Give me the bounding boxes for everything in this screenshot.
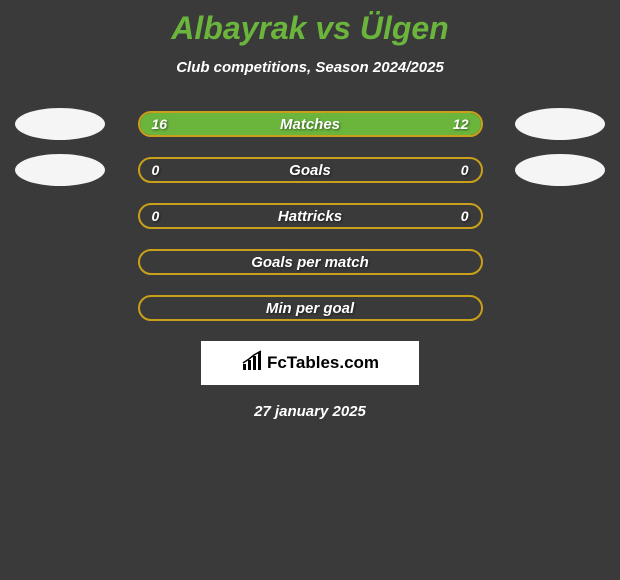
stat-row: Min per goal: [0, 295, 620, 321]
stat-label: Goals: [140, 162, 481, 179]
logo-text: FcTables.com: [241, 350, 379, 377]
stat-label: Goals per match: [140, 254, 481, 271]
stat-row: Goals per match: [0, 249, 620, 275]
player-avatar-left: [15, 108, 105, 140]
player-avatar-right: [515, 108, 605, 140]
stat-bar: 16Matches12: [138, 111, 483, 137]
player-avatar-right: [515, 154, 605, 186]
stat-label: Min per goal: [140, 300, 481, 317]
stat-row: 16Matches12: [0, 111, 620, 137]
stat-row: 0Hattricks0: [0, 203, 620, 229]
stat-row: 0Goals0: [0, 157, 620, 183]
page-title: Albayrak vs Ülgen: [0, 10, 620, 47]
stat-bar: Min per goal: [138, 295, 483, 321]
stat-label: Hattricks: [140, 208, 481, 225]
logo-label: FcTables.com: [267, 353, 379, 373]
logo-box[interactable]: FcTables.com: [201, 341, 419, 385]
stat-value-right: 12: [453, 116, 469, 132]
stat-label: Matches: [140, 116, 481, 133]
stat-bar: 0Hattricks0: [138, 203, 483, 229]
chart-icon: [241, 350, 263, 377]
player-avatar-left: [15, 154, 105, 186]
stat-value-right: 0: [461, 208, 469, 224]
subtitle: Club competitions, Season 2024/2025: [0, 59, 620, 76]
date-label: 27 january 2025: [0, 403, 620, 420]
stats-container: 16Matches120Goals00Hattricks0Goals per m…: [0, 111, 620, 321]
stat-value-right: 0: [461, 162, 469, 178]
stat-bar: 0Goals0: [138, 157, 483, 183]
stat-bar: Goals per match: [138, 249, 483, 275]
